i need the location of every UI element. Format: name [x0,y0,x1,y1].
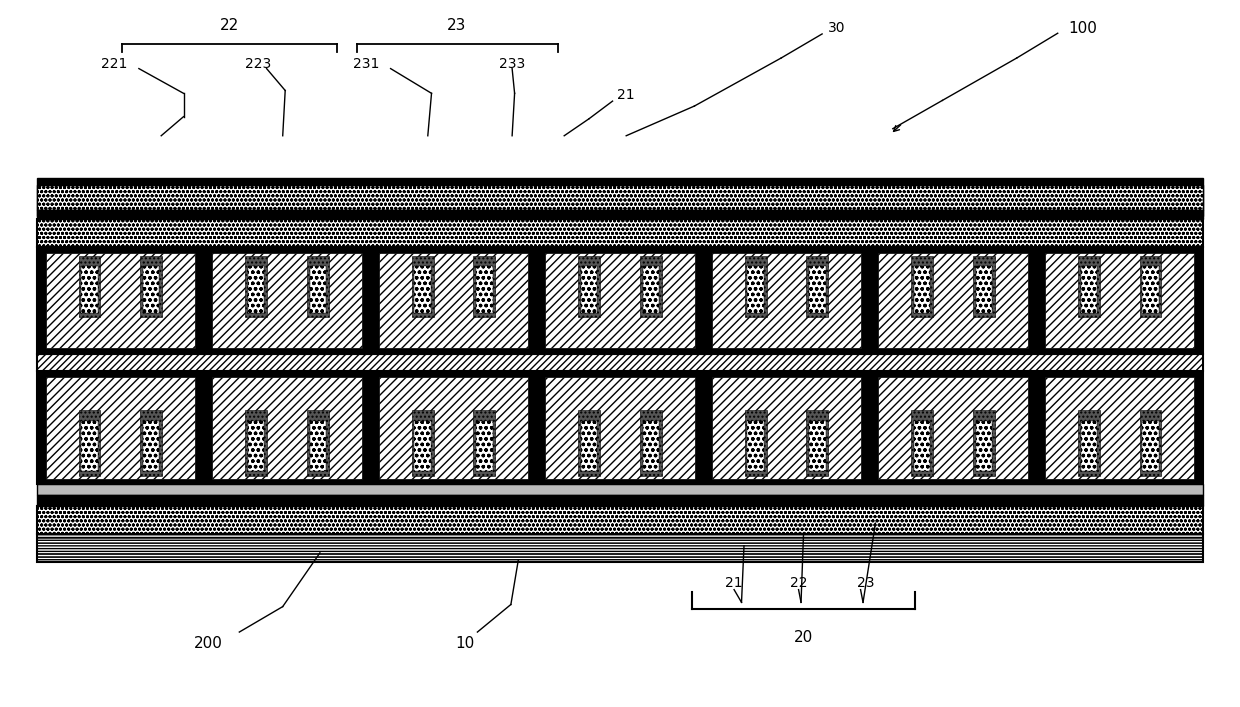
Bar [37,354,1203,371]
Bar [745,256,766,317]
Text: 20: 20 [794,630,813,645]
Bar [642,421,658,471]
Bar [246,256,267,317]
Bar [37,185,1203,210]
Bar [476,421,492,471]
Text: 22: 22 [790,576,807,590]
Bar [1140,256,1161,317]
Bar [246,410,267,476]
Bar [79,256,100,317]
Text: 221: 221 [100,57,128,71]
Bar [976,266,992,312]
Bar [748,266,764,312]
Text: 231: 231 [352,57,379,71]
Bar [474,410,495,476]
Bar [248,266,264,312]
Bar [310,266,326,312]
Bar [82,266,98,312]
Bar [976,421,992,471]
Bar [308,410,329,476]
Bar [642,266,658,312]
Bar [878,253,1028,348]
Bar [1078,256,1100,317]
Bar [140,410,162,476]
Bar [911,256,932,317]
Bar [37,219,1203,247]
Text: 30: 30 [828,21,846,35]
Bar [973,256,994,317]
Bar [474,256,495,317]
Bar [46,253,196,348]
Bar [1142,421,1158,471]
Bar [748,421,764,471]
Bar [546,253,694,348]
Bar [1080,421,1097,471]
Bar [806,256,828,317]
Bar [378,377,528,479]
Text: 23: 23 [857,576,874,590]
Bar [1080,266,1097,312]
Bar [37,534,1203,562]
Text: 223: 223 [244,57,272,71]
Bar [37,247,1203,354]
Bar [914,421,930,471]
Bar [143,266,160,312]
Bar [212,253,362,348]
Text: 23: 23 [446,18,466,33]
Bar [140,256,162,317]
Bar [37,484,1203,495]
Bar [1044,253,1194,348]
Bar [476,266,492,312]
Bar [143,421,160,471]
Bar [37,210,1203,216]
Bar [1140,410,1161,476]
Bar [582,421,598,471]
Bar [712,253,862,348]
Bar [745,410,766,476]
Bar [878,377,1028,479]
Bar [578,256,600,317]
Text: 21: 21 [618,88,635,103]
Bar [37,371,1203,484]
Bar [414,421,432,471]
Bar [37,506,1203,534]
Bar [582,266,598,312]
Bar [712,377,862,479]
Bar [1078,410,1100,476]
Bar [914,266,930,312]
Bar [37,495,1203,506]
Bar [911,410,932,476]
Bar [310,421,326,471]
Bar [806,410,828,476]
Bar [378,253,528,348]
Bar [308,256,329,317]
Text: 21: 21 [725,576,743,590]
Bar [412,410,434,476]
Bar [578,410,600,476]
Bar [973,410,994,476]
Bar [37,185,1203,210]
Bar [248,421,264,471]
Bar [808,266,826,312]
Text: 22: 22 [219,18,239,33]
Text: 100: 100 [1068,21,1097,36]
Bar [37,210,1203,219]
Bar [212,377,362,479]
Bar [46,377,196,479]
Bar [640,410,662,476]
Bar [37,178,1203,185]
Bar [640,256,662,317]
Bar [1142,266,1158,312]
Bar [414,266,432,312]
Text: 233: 233 [498,57,526,71]
Bar [546,377,694,479]
Text: 10: 10 [455,636,475,651]
Text: 200: 200 [193,636,223,651]
Bar [82,421,98,471]
Bar [412,256,434,317]
Bar [1044,377,1194,479]
Bar [79,410,100,476]
Bar [808,421,826,471]
